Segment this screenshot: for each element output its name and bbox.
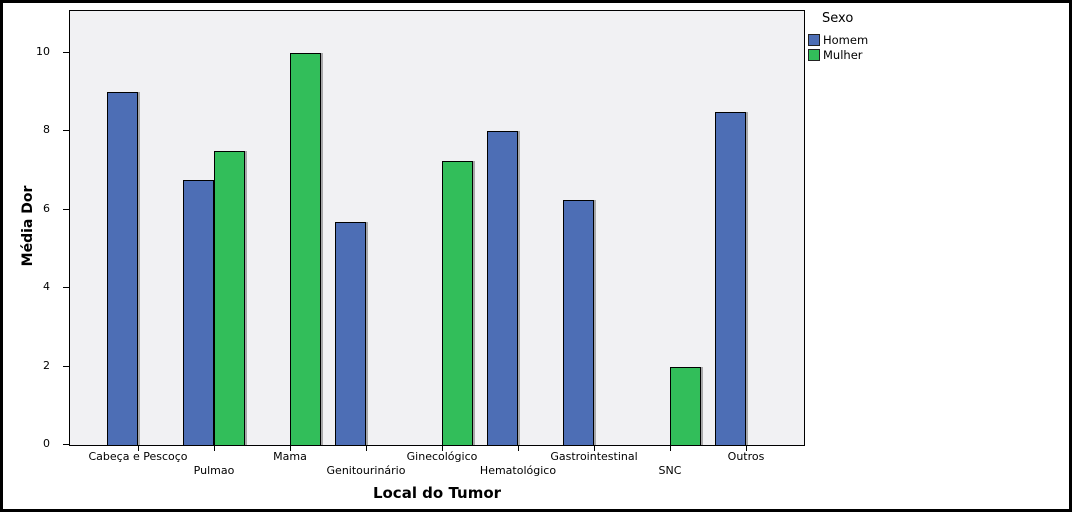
x-tick-label-pulmao: Pulmao bbox=[193, 464, 235, 477]
x-tick-label-genitourinário: Genitourinário bbox=[326, 464, 406, 477]
y-tick-label: 4 bbox=[43, 280, 50, 293]
bar-mulher-pulmao bbox=[214, 151, 245, 445]
y-tick-label: 6 bbox=[43, 202, 50, 215]
y-tick-label: 2 bbox=[43, 359, 50, 372]
x-tick-label-cabeça-e-pescoço: Cabeça e Pescoço bbox=[88, 450, 188, 463]
legend-item-mulher: Mulher bbox=[808, 48, 1068, 62]
x-tick bbox=[366, 445, 367, 451]
legend-label-mulher: Mulher bbox=[823, 48, 863, 62]
x-tick bbox=[290, 445, 291, 451]
x-tick-label-mama: Mama bbox=[273, 450, 307, 463]
bar-homem-hematológico bbox=[487, 131, 518, 445]
x-tick bbox=[214, 445, 215, 451]
y-tick-label: 8 bbox=[43, 123, 50, 136]
x-axis-title: Local do Tumor bbox=[372, 484, 502, 502]
y-tick bbox=[63, 444, 70, 445]
x-tick bbox=[746, 445, 747, 451]
x-tick bbox=[442, 445, 443, 451]
x-tick bbox=[518, 445, 519, 451]
x-tick bbox=[138, 445, 139, 451]
y-tick bbox=[63, 366, 70, 367]
y-axis-tick-labels: 0 2 4 6 8 10 bbox=[3, 10, 60, 450]
legend-items: Homem Mulher bbox=[808, 33, 1068, 62]
legend: Sexo Homem Mulher bbox=[808, 7, 1068, 63]
x-tick bbox=[670, 445, 671, 451]
y-tick bbox=[63, 130, 70, 131]
x-tick-label-ginecológico: Ginecológico bbox=[406, 450, 478, 463]
plot-area: Cabeça e Pescoço Pulmao Mama Genitourinário… bbox=[63, 10, 805, 477]
bar-mulher-snc bbox=[670, 367, 701, 445]
y-tick bbox=[63, 287, 70, 288]
legend-label-homem: Homem bbox=[823, 33, 869, 47]
x-tick-label-outros: Outros bbox=[727, 450, 765, 463]
bar-homem-pulmao bbox=[183, 180, 214, 445]
legend-swatch-homem bbox=[808, 34, 820, 46]
x-tick bbox=[594, 445, 595, 451]
y-tick bbox=[63, 209, 70, 210]
legend-swatch-mulher bbox=[808, 49, 820, 61]
legend-title: Sexo bbox=[822, 11, 854, 26]
x-tick-label-snc: SNC bbox=[658, 464, 682, 477]
bar-homem-outros bbox=[715, 112, 746, 445]
y-tick-label: 10 bbox=[36, 45, 50, 58]
bar-homem-genitourinário bbox=[335, 222, 366, 445]
x-tick-label-gastrointestinal: Gastrointestinal bbox=[550, 450, 638, 463]
bar-homem-cabeça-e-pescoço bbox=[107, 92, 138, 445]
y-tick bbox=[63, 52, 70, 53]
bar-homem-gastrointestinal bbox=[563, 200, 594, 445]
legend-item-homem: Homem bbox=[808, 33, 1068, 47]
bar-mulher-mama bbox=[290, 53, 321, 445]
x-tick-label-hematológico: Hematológico bbox=[479, 464, 557, 477]
y-tick-label: 0 bbox=[43, 437, 50, 450]
bar-mulher-ginecológico bbox=[442, 161, 473, 445]
